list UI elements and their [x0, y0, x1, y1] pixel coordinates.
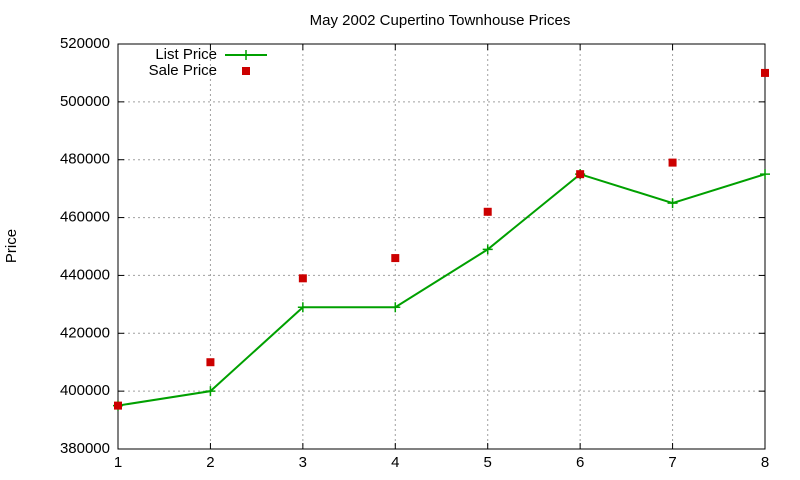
- marker: [391, 254, 400, 263]
- legend-label: List Price: [155, 46, 217, 63]
- x-tick-label: 1: [114, 454, 122, 471]
- marker: [668, 158, 677, 167]
- marker: [761, 68, 769, 77]
- marker: [483, 207, 492, 216]
- marker: [205, 386, 216, 397]
- marker: [760, 169, 770, 180]
- chart-title: May 2002 Cupertino Townhouse Prices: [310, 12, 571, 29]
- marker: [114, 401, 122, 410]
- legend-label: Sale Price: [149, 62, 217, 79]
- y-tick-label: 500000: [60, 93, 110, 110]
- series-line: [117, 173, 766, 407]
- marker: [297, 302, 308, 313]
- y-tick-label: 480000: [60, 151, 110, 168]
- legend-marker: [242, 67, 250, 75]
- marker: [206, 358, 215, 367]
- x-tick-label: 3: [299, 454, 307, 471]
- x-tick-label: 5: [484, 454, 492, 471]
- x-tick-label: 8: [761, 454, 769, 471]
- y-tick-label: 380000: [60, 440, 110, 457]
- marker: [390, 302, 401, 313]
- x-tick-label: 7: [668, 454, 676, 471]
- marker: [482, 244, 493, 255]
- x-tick-label: 6: [576, 454, 584, 471]
- y-tick-label: 440000: [60, 266, 110, 283]
- x-tick-label: 2: [206, 454, 214, 471]
- y-tick-label: 460000: [60, 209, 110, 226]
- x-tick-label: 4: [391, 454, 399, 471]
- y-tick-label: 420000: [60, 324, 110, 341]
- plot-border: [117, 43, 766, 450]
- y-tick-label: 520000: [60, 35, 110, 52]
- marker: [298, 274, 307, 283]
- y-axis-label: Price: [3, 229, 20, 263]
- marker: [576, 170, 585, 179]
- legend-marker: [241, 50, 251, 60]
- marker: [667, 198, 678, 209]
- y-tick-label: 400000: [60, 382, 110, 399]
